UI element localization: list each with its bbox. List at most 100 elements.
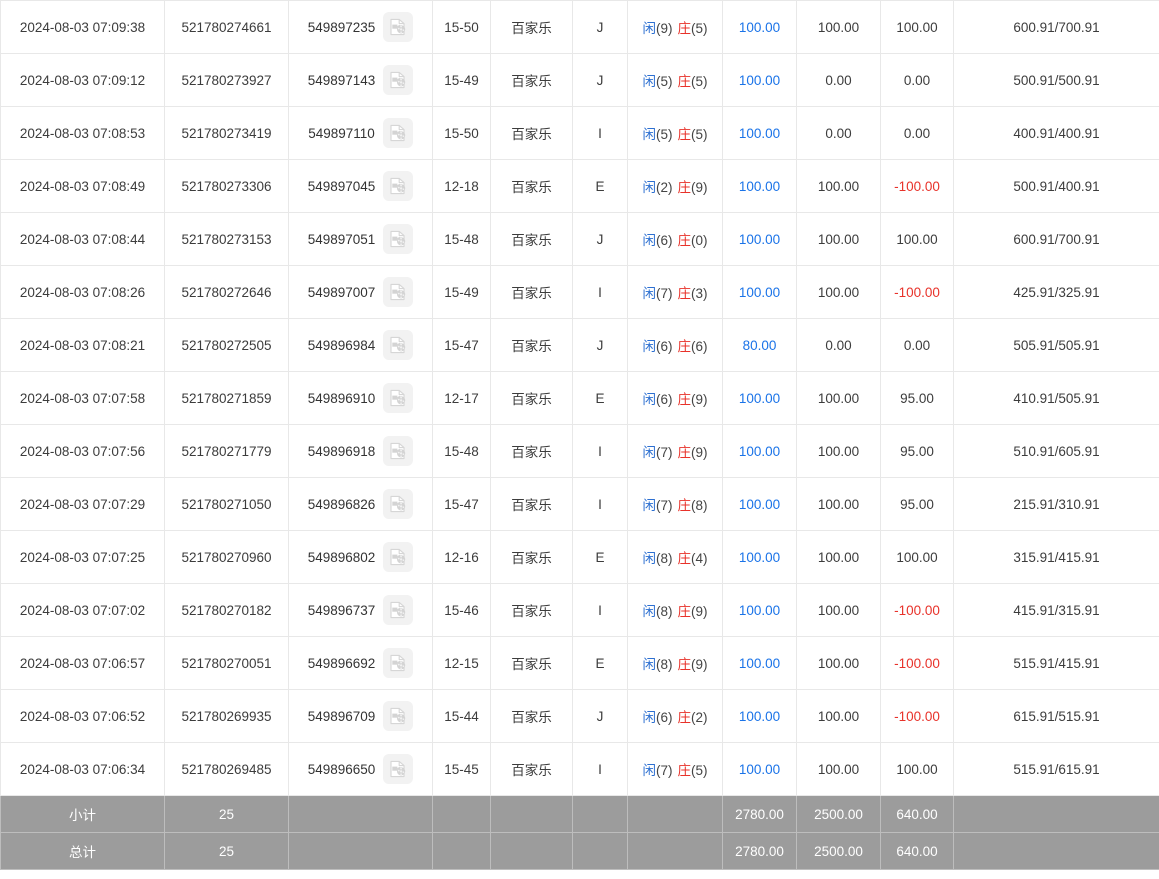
- table-number-cell: 15-48: [432, 424, 491, 478]
- valid-bet-cell: 100.00: [796, 583, 881, 637]
- round-number-cell: 549896650: [288, 742, 433, 796]
- valid-bet-amount: 100.00: [817, 655, 860, 671]
- win-loss-amount: -100.00: [894, 284, 940, 300]
- player-label: 闲: [642, 498, 657, 513]
- order-number: 521780269935: [181, 708, 272, 724]
- order-number: 521780274661: [181, 19, 272, 35]
- summary-blank-table: [432, 832, 491, 870]
- valid-bet-cell: 100.00: [796, 371, 881, 425]
- order-number-cell: 521780273306: [164, 159, 289, 213]
- bet-amount: 100.00: [738, 72, 781, 88]
- balance-cell: 505.91/505.91: [953, 318, 1159, 372]
- win-loss-amount: 95.00: [900, 443, 934, 459]
- win-loss-amount: 100.00: [896, 761, 938, 777]
- video-replay-icon[interactable]: [382, 118, 413, 148]
- summary-bet-amount: 2780.00: [735, 806, 784, 822]
- bet-amount-cell: 100.00: [722, 689, 797, 743]
- table-row: 2024-08-03 07:07:25 521780270960 549896802…: [0, 530, 1159, 584]
- round-number: 549896650: [307, 761, 376, 777]
- order-number-cell: 521780271859: [164, 371, 289, 425]
- order-number-cell: 521780273927: [164, 53, 289, 107]
- video-replay-icon[interactable]: [383, 383, 414, 413]
- player-label: 闲: [642, 180, 657, 195]
- order-number: 521780271050: [181, 496, 272, 512]
- seat-code: I: [598, 284, 602, 300]
- win-loss-cell: 95.00: [880, 477, 954, 531]
- order-number: 521780271859: [181, 390, 272, 406]
- banker-points: (5): [691, 763, 708, 778]
- video-replay-icon[interactable]: [383, 542, 414, 572]
- video-replay-icon[interactable]: [383, 277, 414, 307]
- round-number: 549896910: [307, 390, 376, 406]
- seat-code-cell: I: [572, 424, 628, 478]
- balance-cell: 315.91/415.91: [953, 530, 1159, 584]
- table-row: 2024-08-03 07:07:29 521780271050 549896826…: [0, 477, 1159, 531]
- game-result-cell: 闲(9) 庄(5): [627, 0, 723, 54]
- table-number-cell: 12-17: [432, 371, 491, 425]
- summary-count-cell: 25: [164, 795, 289, 833]
- balance-before-after: 315.91/415.91: [1013, 549, 1100, 565]
- win-loss-amount: -100.00: [894, 178, 940, 194]
- game-name-cell: 百家乐: [490, 477, 573, 531]
- summary-blank-table: [432, 795, 491, 833]
- summary-win-amount: 640.00: [896, 806, 938, 822]
- video-replay-icon[interactable]: [383, 489, 414, 519]
- bet-amount-cell: 100.00: [722, 0, 797, 54]
- summary-count: 25: [218, 806, 235, 822]
- table-row: 2024-08-03 07:08:53 521780273419 549897110…: [0, 106, 1159, 160]
- bet-amount: 100.00: [738, 125, 781, 141]
- valid-bet-amount: 0.00: [825, 125, 852, 141]
- round-number: 549897235: [307, 19, 376, 35]
- order-number: 521780270051: [181, 655, 272, 671]
- table-number-cell: 15-47: [432, 477, 491, 531]
- video-replay-icon[interactable]: [383, 648, 414, 678]
- balance-cell: 410.91/505.91: [953, 371, 1159, 425]
- summary-valid-cell: 2500.00: [796, 795, 881, 833]
- game-name: 百家乐: [511, 339, 552, 354]
- round-number: 549897110: [308, 125, 375, 141]
- win-loss-cell: 95.00: [880, 371, 954, 425]
- video-replay-icon[interactable]: [383, 171, 414, 201]
- order-number-cell: 521780273153: [164, 212, 289, 266]
- game-name: 百家乐: [511, 710, 552, 725]
- valid-bet-cell: 100.00: [796, 212, 881, 266]
- summary-blank-round: [288, 832, 433, 870]
- game-name-cell: 百家乐: [490, 318, 573, 372]
- player-label: 闲: [642, 74, 657, 89]
- game-result-cell: 闲(8) 庄(4): [627, 530, 723, 584]
- balance-before-after: 425.91/325.91: [1013, 284, 1100, 300]
- balance-cell: 415.91/315.91: [953, 583, 1159, 637]
- video-replay-icon[interactable]: [383, 595, 414, 625]
- game-result-cell: 闲(6) 庄(2): [627, 689, 723, 743]
- banker-label: 庄: [677, 710, 692, 725]
- win-loss-cell: 100.00: [880, 212, 954, 266]
- table-row: 2024-08-03 07:09:38 521780274661 549897235…: [0, 0, 1159, 54]
- valid-bet-cell: 0.00: [796, 106, 881, 160]
- player-points: (5): [656, 74, 673, 89]
- banker-points: (3): [691, 286, 708, 301]
- round-number: 549897143: [307, 72, 376, 88]
- player-points: (6): [656, 392, 673, 407]
- video-replay-icon[interactable]: [383, 701, 414, 731]
- video-replay-icon[interactable]: [383, 330, 414, 360]
- valid-bet-amount: 100.00: [817, 178, 860, 194]
- video-replay-icon[interactable]: [383, 436, 414, 466]
- player-points: (7): [656, 763, 673, 778]
- balance-before-after: 510.91/605.91: [1013, 443, 1100, 459]
- round-number-cell: 549897045: [288, 159, 433, 213]
- video-replay-icon[interactable]: [383, 65, 414, 95]
- valid-bet-cell: 0.00: [796, 53, 881, 107]
- summary-bet-cell: 2780.00: [722, 795, 797, 833]
- bet-amount: 100.00: [738, 496, 781, 512]
- bet-time-cell: 2024-08-03 07:06:34: [0, 742, 165, 796]
- bet-time-cell: 2024-08-03 07:07:56: [0, 424, 165, 478]
- video-replay-icon[interactable]: [383, 754, 414, 784]
- game-name-cell: 百家乐: [490, 689, 573, 743]
- seat-code: I: [598, 602, 602, 618]
- round-number-cell: 549896802: [288, 530, 433, 584]
- player-label: 闲: [642, 127, 657, 142]
- seat-code-cell: J: [572, 0, 628, 54]
- video-replay-icon[interactable]: [383, 12, 414, 42]
- bet-amount-cell: 100.00: [722, 53, 797, 107]
- video-replay-icon[interactable]: [383, 224, 414, 254]
